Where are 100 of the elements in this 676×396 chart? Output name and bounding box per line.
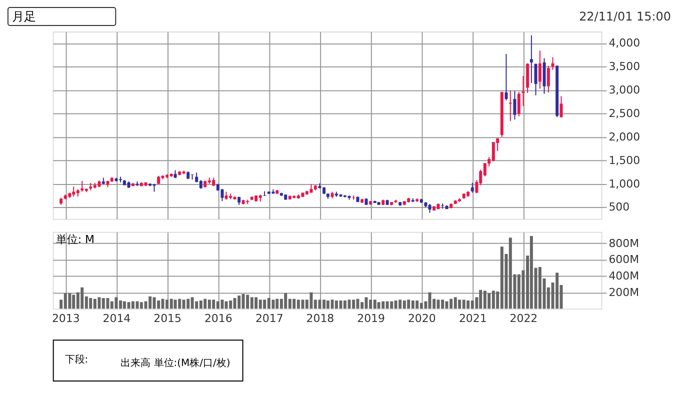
bar	[182, 300, 186, 309]
bar	[106, 298, 110, 309]
bar	[492, 290, 495, 309]
bar	[72, 294, 76, 309]
bar	[420, 302, 423, 309]
bar	[343, 300, 346, 309]
candlestick	[504, 53, 508, 101]
candlestick	[80, 180, 84, 192]
bar	[428, 292, 432, 309]
bar	[394, 300, 398, 309]
bar	[470, 300, 474, 309]
candlestick	[538, 50, 542, 90]
bar	[216, 301, 220, 309]
bar	[402, 300, 406, 309]
y-tick-label: 800M	[608, 236, 640, 250]
bar	[301, 300, 304, 309]
y-tick-label: 200M	[608, 286, 640, 299]
y-tick-label: 600M	[608, 253, 640, 266]
x-tick-label: 2014	[102, 312, 131, 326]
bar	[131, 301, 134, 309]
bar	[250, 297, 254, 309]
y-tick-label: 1,000	[608, 177, 640, 190]
candlestick	[508, 90, 512, 122]
bar	[416, 300, 419, 309]
x-tick-label: 2016	[204, 312, 232, 326]
bar	[80, 287, 84, 309]
x-tick-label: 2013	[52, 312, 80, 326]
bar	[330, 300, 334, 309]
bar	[284, 293, 288, 309]
bar	[152, 297, 156, 309]
bar	[204, 298, 207, 309]
bar	[89, 298, 92, 309]
bar	[246, 294, 250, 309]
y-tick-label: 400M	[608, 269, 640, 282]
bar	[500, 246, 504, 309]
bar	[98, 297, 101, 309]
y-tick-label: 3,000	[608, 84, 640, 97]
bar	[462, 300, 466, 309]
x-tick-label: 2015	[154, 312, 182, 326]
candlestick	[220, 188, 224, 202]
bar	[238, 296, 241, 309]
candlestick	[513, 90, 516, 120]
bar	[398, 300, 402, 309]
bar	[208, 300, 211, 309]
bar	[296, 300, 300, 309]
candlestick	[530, 34, 533, 84]
bar	[488, 293, 491, 309]
legend-title: 下段:	[64, 354, 88, 366]
bar	[186, 298, 190, 309]
bar	[377, 302, 380, 309]
x-tick-label: 2018	[306, 312, 334, 326]
x-tick-label: 2021	[458, 312, 487, 326]
y-tick-label: 2,000	[608, 130, 640, 144]
text: 月足	[12, 10, 36, 24]
bar	[224, 301, 228, 309]
candlestick	[517, 91, 520, 117]
bar	[386, 301, 389, 309]
bar	[483, 290, 486, 309]
bar	[178, 298, 182, 309]
x-tick-label: 2019	[357, 312, 386, 326]
bar	[190, 297, 194, 309]
bar	[276, 298, 279, 309]
bar	[508, 238, 512, 309]
bar	[382, 301, 385, 309]
bar	[466, 300, 470, 309]
bar	[458, 300, 462, 309]
bar	[127, 302, 130, 309]
bar	[479, 290, 482, 309]
candlestick	[492, 142, 495, 162]
bar	[263, 300, 266, 309]
bar	[229, 300, 232, 309]
bar	[517, 274, 520, 309]
bar	[254, 297, 258, 309]
y-tick-label: 4,000	[608, 36, 640, 50]
candlestick	[470, 182, 474, 194]
bar	[148, 296, 152, 309]
bar	[195, 301, 198, 309]
candlestick	[546, 65, 550, 93]
bar	[267, 298, 270, 309]
bar	[373, 300, 376, 309]
bar	[93, 298, 96, 309]
bar	[334, 300, 338, 309]
bar	[110, 301, 114, 309]
bar	[170, 298, 173, 309]
bar	[114, 297, 118, 309]
candlestick	[72, 186, 76, 197]
y-tick-label: 3,500	[608, 60, 640, 74]
bar	[258, 300, 262, 309]
candlestick	[526, 62, 530, 94]
x-tick-label: 2017	[255, 312, 284, 326]
bar	[538, 267, 542, 309]
bar	[140, 302, 143, 309]
text: 出来高 単位:(M株/口/枚)	[120, 356, 230, 369]
annotation: 単位: M	[56, 232, 94, 246]
bar	[220, 300, 224, 309]
bar	[356, 298, 360, 309]
bar	[310, 292, 313, 309]
candlestick	[560, 96, 563, 118]
bar	[272, 300, 275, 309]
bar	[450, 298, 453, 309]
